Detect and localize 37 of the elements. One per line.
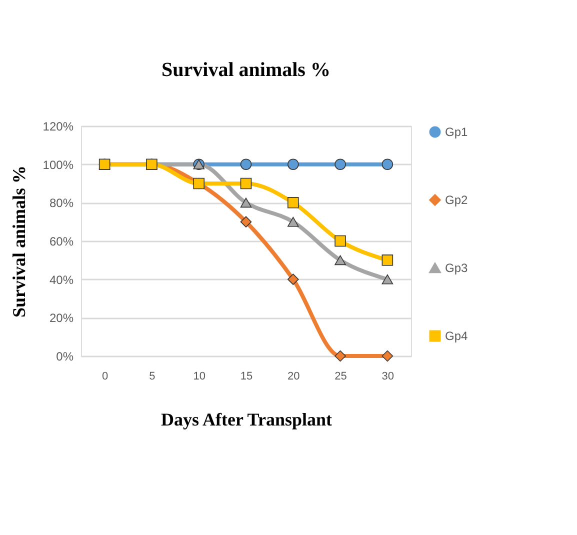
x-tick-label: 5 [149,370,156,382]
point [334,235,346,247]
y-tick-label: 80% [49,196,74,210]
point [240,178,252,190]
point [288,274,299,285]
point [240,158,252,170]
y-tick-label: 100% [42,158,74,172]
y-axis-title: Survival animals % [8,165,29,318]
point [382,350,394,362]
y-tick-label: 0% [56,350,74,364]
y-tick-label: 60% [49,234,74,248]
point [334,158,346,170]
point [382,254,394,266]
legend-label: Gp1 [445,125,468,139]
x-tick-label: 10 [193,370,206,382]
legend-label: Gp3 [445,261,468,275]
x-tick-label: 15 [240,370,253,382]
y-tick-label: 120% [42,120,74,134]
point [382,274,394,284]
point [288,216,299,227]
point [288,158,299,170]
x-tick-label: 25 [334,370,347,382]
y-tick-label: 40% [49,272,74,287]
x-tick-label: 20 [288,370,300,382]
x-tick-label: 0 [102,370,108,382]
point [240,216,252,228]
point [334,255,346,266]
y-tick-label: 20% [49,311,74,326]
chart-title: Survival animals % [162,59,330,81]
point [382,158,394,170]
point [334,350,346,362]
x-axis-title: Days After Transplant [160,410,332,430]
legend-label: Gp2 [445,193,468,207]
point [288,197,299,208]
x-tick-label: 30 [382,370,394,382]
legend-label: Gp4 [445,329,468,343]
point [240,198,252,208]
